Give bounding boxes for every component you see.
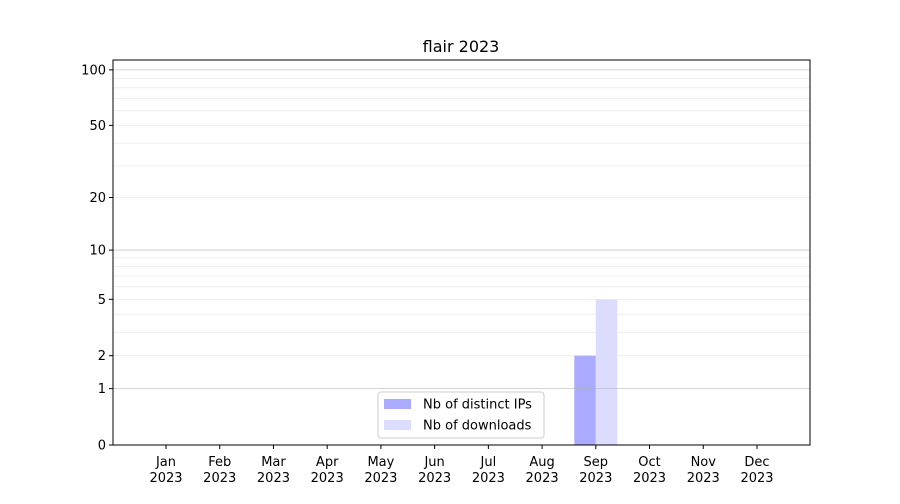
x-tick-label: Sep 2023 [579,455,612,486]
legend-label: Nb of distinct IPs [423,398,532,413]
x-tick-label: Aug 2023 [526,455,559,486]
y-tick-label: 20 [89,191,106,206]
x-tick-label: Mar 2023 [257,455,290,486]
plot-frame [112,59,811,446]
x-tick-label: Jul 2023 [472,455,505,486]
legend-swatch [384,420,411,430]
y-tick-label: 10 [89,244,106,259]
legend-label: Nb of downloads [423,419,532,434]
bar [574,355,596,445]
y-tick-label: 5 [98,293,106,308]
y-tick-label: 0 [98,439,106,454]
y-tick-label: 100 [81,63,106,78]
x-tick-label: Jun 2023 [418,455,451,486]
x-tick-label: Jan 2023 [149,455,182,486]
x-tick-label: Nov 2023 [687,455,720,486]
legend-box [377,391,545,439]
bar [595,299,618,445]
chart-title: flair 2023 [423,37,500,56]
x-tick-label: Apr 2023 [311,455,344,486]
legend-swatch [384,399,411,409]
x-tick-label: Dec 2023 [740,455,773,486]
x-tick-label: Oct 2023 [633,455,666,486]
y-tick-label: 50 [89,119,106,134]
x-tick-label: May 2023 [364,455,397,486]
y-tick-label: 2 [98,349,106,364]
legend: Nb of distinct IPs Nb of downloads [377,391,545,439]
x-tick-label: Feb 2023 [203,455,236,486]
y-tick-label: 1 [98,382,106,397]
